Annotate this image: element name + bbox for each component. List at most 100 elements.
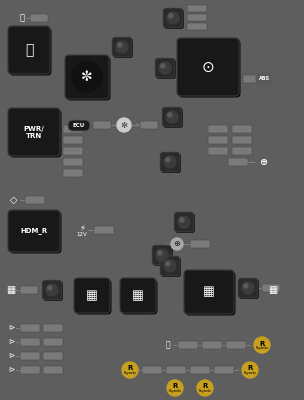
FancyBboxPatch shape <box>161 257 181 277</box>
FancyBboxPatch shape <box>75 280 112 314</box>
Circle shape <box>48 286 52 290</box>
FancyBboxPatch shape <box>163 108 183 128</box>
FancyBboxPatch shape <box>228 158 248 166</box>
Text: 12V: 12V <box>77 232 87 238</box>
FancyBboxPatch shape <box>153 246 173 266</box>
Circle shape <box>72 62 102 92</box>
Text: Rayando: Rayando <box>168 389 181 393</box>
Text: ⛽: ⛽ <box>25 43 33 57</box>
FancyBboxPatch shape <box>8 26 50 74</box>
FancyBboxPatch shape <box>175 213 195 233</box>
Circle shape <box>166 262 170 266</box>
Text: R: R <box>247 366 253 372</box>
FancyBboxPatch shape <box>20 352 40 360</box>
FancyBboxPatch shape <box>185 272 236 316</box>
FancyBboxPatch shape <box>43 338 63 346</box>
Circle shape <box>171 238 183 250</box>
Text: ⊳: ⊳ <box>8 324 14 332</box>
FancyBboxPatch shape <box>187 5 207 12</box>
FancyBboxPatch shape <box>63 169 83 177</box>
Text: ✼: ✼ <box>120 120 127 130</box>
Text: ⊳: ⊳ <box>8 366 14 374</box>
Circle shape <box>167 12 179 24</box>
FancyBboxPatch shape <box>43 352 63 360</box>
Circle shape <box>161 64 165 68</box>
FancyBboxPatch shape <box>184 270 234 314</box>
Text: ▦: ▦ <box>132 289 144 302</box>
Circle shape <box>167 380 183 396</box>
Circle shape <box>158 251 162 255</box>
Circle shape <box>116 41 128 53</box>
Circle shape <box>166 111 178 123</box>
FancyBboxPatch shape <box>20 286 38 294</box>
FancyBboxPatch shape <box>43 281 63 301</box>
Text: PWR/
TRN: PWR/ TRN <box>24 126 44 138</box>
FancyBboxPatch shape <box>20 324 40 332</box>
Circle shape <box>122 362 138 378</box>
Text: R: R <box>127 366 133 372</box>
FancyBboxPatch shape <box>120 278 156 313</box>
FancyBboxPatch shape <box>113 38 133 58</box>
FancyBboxPatch shape <box>63 158 83 166</box>
Circle shape <box>244 284 248 288</box>
Circle shape <box>169 14 173 18</box>
FancyBboxPatch shape <box>187 23 207 30</box>
FancyBboxPatch shape <box>162 107 182 127</box>
FancyBboxPatch shape <box>112 37 132 57</box>
FancyBboxPatch shape <box>160 152 180 172</box>
Circle shape <box>168 113 172 117</box>
Text: R: R <box>259 340 265 346</box>
FancyBboxPatch shape <box>160 256 180 276</box>
Text: Rayando: Rayando <box>244 371 257 375</box>
Circle shape <box>242 282 254 294</box>
FancyBboxPatch shape <box>187 14 207 21</box>
FancyBboxPatch shape <box>156 59 176 79</box>
Text: ▦: ▦ <box>203 286 215 298</box>
Text: ⚡: ⚡ <box>79 224 85 232</box>
Text: ▦: ▦ <box>268 285 278 295</box>
FancyBboxPatch shape <box>174 212 194 232</box>
Text: ▦: ▦ <box>86 289 98 302</box>
FancyBboxPatch shape <box>68 120 90 131</box>
FancyBboxPatch shape <box>63 136 83 144</box>
FancyBboxPatch shape <box>142 366 162 374</box>
FancyBboxPatch shape <box>208 136 228 144</box>
FancyBboxPatch shape <box>232 125 252 133</box>
FancyBboxPatch shape <box>9 28 51 76</box>
FancyBboxPatch shape <box>65 55 109 99</box>
Text: ✼: ✼ <box>81 70 93 84</box>
Circle shape <box>256 71 272 87</box>
FancyBboxPatch shape <box>243 75 263 83</box>
FancyBboxPatch shape <box>161 153 181 173</box>
FancyBboxPatch shape <box>178 341 198 349</box>
Text: ⊙: ⊙ <box>202 60 214 74</box>
FancyBboxPatch shape <box>177 38 239 96</box>
FancyBboxPatch shape <box>122 280 157 314</box>
Circle shape <box>164 156 176 168</box>
Text: Rayando: Rayando <box>199 389 212 393</box>
FancyBboxPatch shape <box>8 108 60 156</box>
FancyBboxPatch shape <box>232 147 252 155</box>
FancyBboxPatch shape <box>20 338 40 346</box>
Circle shape <box>256 155 270 169</box>
FancyBboxPatch shape <box>63 125 83 133</box>
FancyBboxPatch shape <box>140 121 158 129</box>
Text: R: R <box>172 384 178 390</box>
Text: ◇: ◇ <box>10 195 18 205</box>
FancyBboxPatch shape <box>208 125 228 133</box>
Circle shape <box>197 380 213 396</box>
FancyBboxPatch shape <box>152 245 172 265</box>
FancyBboxPatch shape <box>9 212 61 254</box>
FancyBboxPatch shape <box>202 341 222 349</box>
FancyBboxPatch shape <box>214 366 234 374</box>
FancyBboxPatch shape <box>74 278 110 313</box>
Text: ⊕: ⊕ <box>259 157 267 167</box>
Circle shape <box>46 284 58 296</box>
Circle shape <box>180 218 184 222</box>
Text: HDM_R: HDM_R <box>20 228 48 234</box>
FancyBboxPatch shape <box>164 9 184 29</box>
Circle shape <box>242 362 258 378</box>
Circle shape <box>254 337 270 353</box>
Text: Rayando: Rayando <box>256 346 268 350</box>
Circle shape <box>164 260 176 272</box>
